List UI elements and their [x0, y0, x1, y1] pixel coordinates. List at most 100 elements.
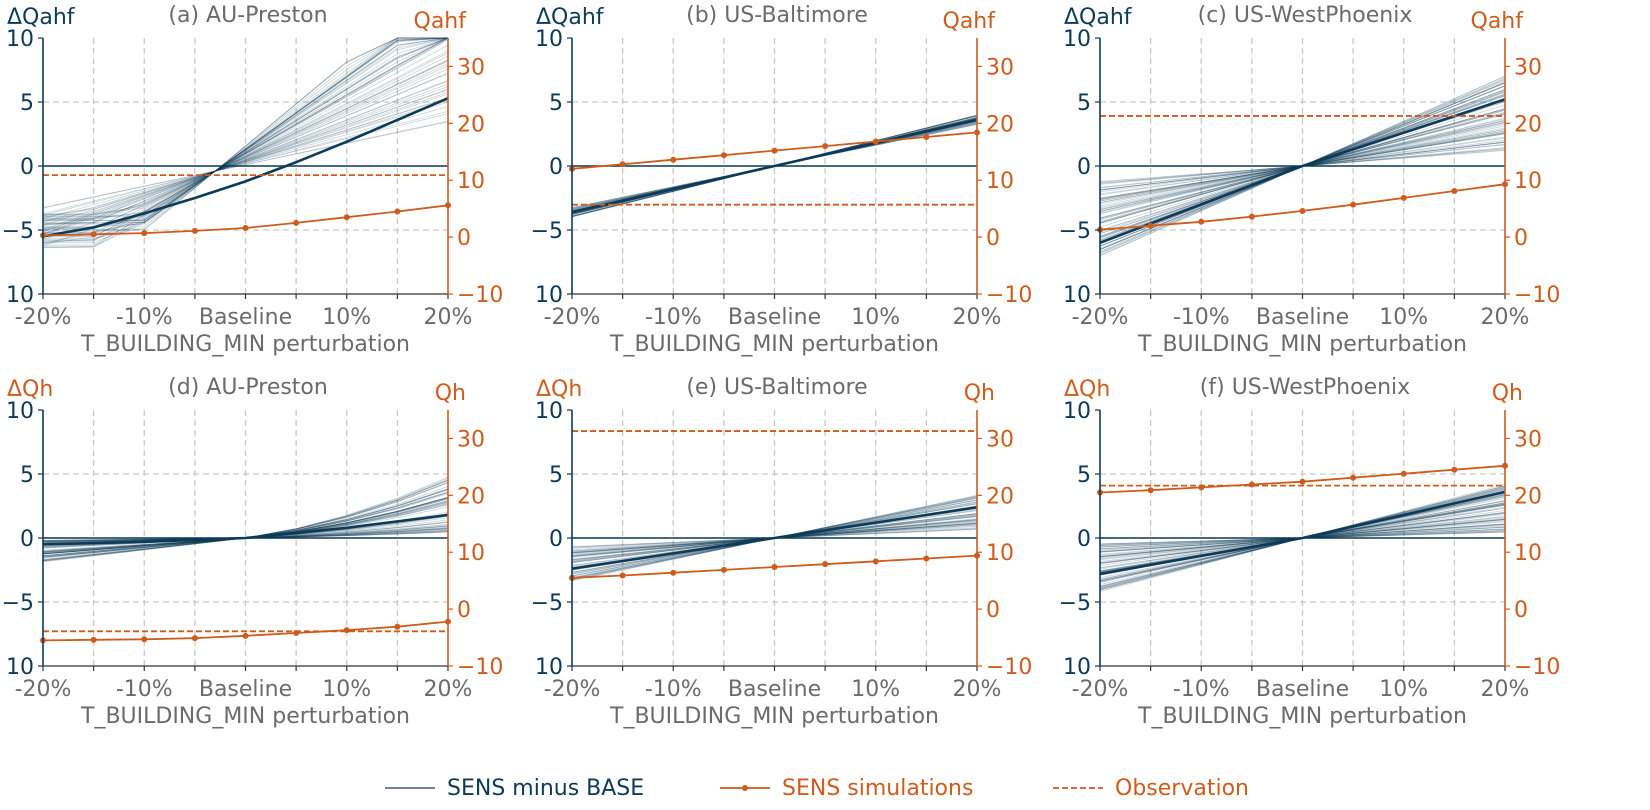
delta-line	[43, 37, 449, 244]
delta-line	[43, 37, 448, 232]
x-tick-label: -20%	[544, 305, 601, 330]
y-left-tick-label: 10	[1063, 283, 1091, 308]
y-right-tick-label: 20	[986, 484, 1014, 509]
sens-point	[771, 564, 778, 571]
delta-line	[42, 89, 449, 232]
delta-line	[42, 97, 449, 226]
delta-line	[42, 111, 449, 216]
delta-mean-line	[571, 118, 978, 214]
sens-point	[720, 566, 727, 573]
x-tick-label: Baseline	[199, 305, 292, 330]
delta-mean-line	[1099, 490, 1506, 576]
y-right-tick-label: 30	[1514, 55, 1542, 80]
y-left-tick-label: 10	[6, 399, 34, 424]
sens-point	[1350, 201, 1357, 208]
sens-point	[1147, 487, 1154, 494]
sens-point	[1147, 222, 1154, 229]
sens-point	[923, 133, 930, 140]
delta-line	[43, 37, 449, 248]
legend-item: SENS minus BASE	[385, 776, 644, 801]
sens-point	[872, 138, 879, 145]
delta-line	[42, 97, 449, 217]
panel-title: (e) US-Baltimore	[686, 375, 867, 400]
y-left-tick-label: −5	[531, 219, 563, 244]
sens-point	[141, 230, 148, 237]
legend-item: SENS simulations	[720, 776, 973, 801]
sens-point	[90, 231, 97, 238]
x-tick-label: 20%	[424, 305, 473, 330]
x-tick-label: 10%	[322, 677, 371, 702]
delta-line	[42, 86, 449, 235]
sens-point	[242, 632, 249, 639]
delta-line	[42, 113, 449, 214]
y-right-tick-label: −10	[1514, 283, 1560, 308]
delta-mean-line	[1099, 98, 1506, 245]
legend: SENS minus BASE SENS simulations Observati…	[385, 776, 1249, 801]
y-left-tick-label: 0	[549, 155, 563, 180]
chart-panel-4: -20% -10% Baseline 10% 20% 10 5 0 −5 10 30 20 10 0 −10…	[2, 375, 504, 729]
chart-panel-6: -20% -10% Baseline 10% 20% 10 5 0 −5 10 30 20 10 0 −10…	[1059, 375, 1561, 729]
delta-line	[42, 79, 449, 226]
y-left-tick-label: 0	[549, 527, 563, 552]
y-left-tick-label: 5	[1077, 463, 1091, 488]
panel-title: (f) US-WestPhoenix	[1200, 375, 1410, 400]
x-tick-label: 10%	[1379, 677, 1428, 702]
sens-point	[771, 147, 778, 154]
panel-title: (c) US-WestPhoenix	[1198, 3, 1413, 28]
x-tick-label: 20%	[953, 677, 1002, 702]
sens-point	[822, 143, 829, 150]
y-right-tick-label: 0	[457, 598, 471, 623]
y-right-tick-label: 20	[1514, 484, 1542, 509]
y-right-tick-label: 20	[457, 484, 485, 509]
y-left-tick-label: 10	[1063, 399, 1091, 424]
x-axis-label: T_BUILDING_MIN perturbation	[1137, 332, 1467, 357]
y-left-tick-label: −5	[1059, 219, 1091, 244]
panel-title: (a) AU-Preston	[168, 3, 327, 28]
chart-panel-2: -20% -10% Baseline 10% 20% 10 5 0 −5 10 30 20 10 0 −10…	[531, 3, 1033, 357]
x-tick-label: -20%	[544, 677, 601, 702]
y-right-tick-label: 30	[457, 55, 485, 80]
y-left-tick-label: 5	[1077, 91, 1091, 116]
sens-point	[394, 623, 401, 630]
right-axis-label: Qh	[435, 381, 466, 406]
sens-point	[1248, 213, 1255, 220]
delta-line	[43, 60, 449, 216]
x-tick-label: -10%	[116, 305, 173, 330]
delta-line	[43, 37, 449, 233]
x-axis-label: T_BUILDING_MIN perturbation	[80, 332, 410, 357]
sens-point	[242, 225, 249, 232]
x-tick-label: Baseline	[1256, 677, 1349, 702]
sens-point	[1198, 218, 1205, 225]
sens-point	[191, 227, 198, 234]
delta-line	[42, 91, 449, 230]
y-left-tick-label: 0	[1077, 155, 1091, 180]
y-left-tick-label: 5	[20, 91, 34, 116]
legend-label: SENS simulations	[782, 776, 973, 801]
y-right-tick-label: 10	[457, 169, 485, 194]
sens-point	[720, 152, 727, 159]
delta-line	[43, 55, 449, 215]
sens-point	[293, 630, 300, 637]
legend-label: Observation	[1115, 776, 1249, 801]
chart-panel-1: -20% -10% Baseline 10% 20% 10 5 0 −5 10 30 20 10 0 −10…	[2, 3, 504, 357]
sens-point	[343, 214, 350, 221]
x-tick-label: Baseline	[728, 677, 821, 702]
sens-point	[1350, 474, 1357, 481]
y-left-tick-label: 5	[549, 463, 563, 488]
sens-point	[1299, 478, 1306, 485]
left-axis-label: ΔQh	[1064, 377, 1110, 402]
delta-line	[43, 37, 449, 230]
y-left-tick-label: 5	[549, 91, 563, 116]
y-left-tick-label: 10	[6, 655, 34, 680]
x-tick-label: -10%	[645, 677, 702, 702]
y-right-tick-label: 30	[457, 427, 485, 452]
x-tick-label: -20%	[1072, 305, 1129, 330]
x-tick-label: -10%	[1173, 305, 1230, 330]
x-axis-label: T_BUILDING_MIN perturbation	[80, 704, 410, 729]
x-tick-label: Baseline	[728, 305, 821, 330]
chart-panel-3: -20% -10% Baseline 10% 20% 10 5 0 −5 10 30 20 10 0 −10…	[1059, 3, 1561, 357]
sens-point	[1400, 470, 1407, 477]
delta-line	[43, 65, 449, 224]
x-tick-label: 10%	[851, 305, 900, 330]
